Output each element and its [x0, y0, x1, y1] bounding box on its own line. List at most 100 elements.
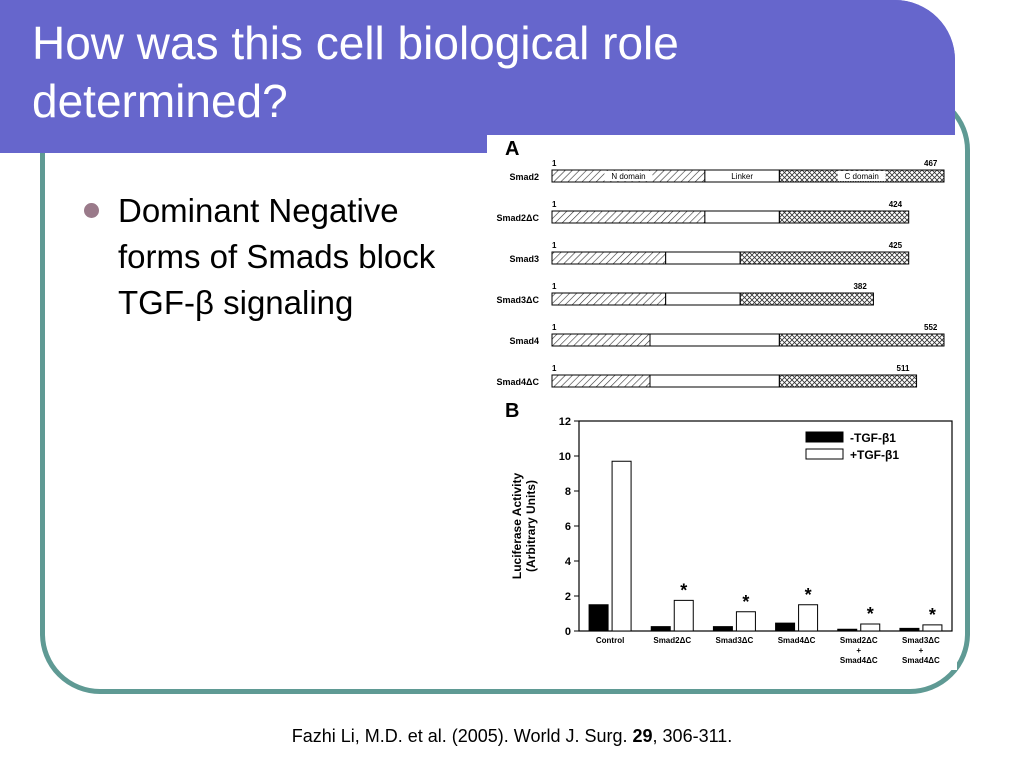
- bar-plus-tgf: [860, 623, 881, 632]
- bullet-dot-icon: [84, 203, 99, 218]
- bar-group: * Smad3ΔC: [712, 592, 756, 645]
- n-domain-segment: [551, 210, 706, 224]
- legend-swatch: [805, 448, 844, 460]
- y-tick-label: 6: [565, 521, 571, 533]
- panel-b: B 0 2 4 6 8 10 12 Luciferase Activity (Arbitrary …: [505, 400, 953, 665]
- linker-segment: [649, 374, 780, 388]
- c-domain-label-bg: [837, 171, 886, 181]
- x-category-label: Smad3ΔC: [716, 636, 754, 645]
- construct-start: 1: [552, 159, 557, 168]
- construct-length: 511: [897, 364, 910, 373]
- n-domain-segment: [551, 251, 667, 265]
- c-domain-segment: [778, 210, 910, 224]
- construct-name: Smad2: [509, 172, 539, 182]
- y-axis-label: Luciferase Activity (Arbitrary Units): [510, 473, 538, 580]
- bar-plus-tgf: [735, 611, 756, 632]
- x-category-label: Smad2ΔC: [653, 636, 691, 645]
- bar-group: * Smad2ΔC+Smad4ΔC: [837, 604, 881, 665]
- bar-plus-tgf: [922, 624, 943, 632]
- y-tick-label: 10: [559, 451, 571, 463]
- c-domain-segment: [739, 292, 874, 306]
- bar-group: * Smad2ΔC: [650, 580, 694, 645]
- construct-length: 425: [889, 241, 903, 250]
- construct-length: 424: [889, 200, 903, 209]
- x-category-label: Smad4ΔC: [840, 656, 878, 665]
- bar-plus-tgf: [798, 604, 819, 632]
- linker-label: Linker: [731, 172, 753, 181]
- significance-asterisk: *: [805, 585, 812, 605]
- linker-segment: [704, 210, 780, 224]
- construct-name: Smad3: [509, 254, 539, 264]
- legend-label: -TGF-β1: [850, 431, 896, 445]
- y-tick-label: 0: [565, 626, 571, 638]
- bar-group: Control: [588, 460, 632, 645]
- c-domain-label: C domain: [845, 172, 879, 181]
- y-axis-label-line2: (Arbitrary Units): [524, 480, 538, 572]
- citation: Fazhi Li, M.D. et al. (2005). World J. S…: [0, 726, 1024, 747]
- slide-title-line2: determined?: [32, 75, 288, 127]
- significance-asterisk: *: [867, 604, 874, 624]
- construct-length: 382: [853, 282, 867, 291]
- x-category-label: Smad4ΔC: [778, 636, 816, 645]
- construct-name: Smad3ΔC: [497, 295, 540, 305]
- citation-text: Fazhi Li, M.D. et al. (2005). World J. S…: [291, 726, 633, 746]
- legend-swatch: [805, 431, 844, 443]
- construct-start: 1: [552, 241, 557, 250]
- y-tick-label: 12: [559, 416, 571, 428]
- construct-start: 1: [552, 364, 557, 373]
- x-category-label: Smad3ΔC: [902, 636, 940, 645]
- construct-start: 1: [552, 282, 557, 291]
- citation-volume: 29: [632, 726, 653, 746]
- bar-minus-tgf: [837, 628, 858, 632]
- significance-asterisk: *: [680, 580, 687, 600]
- c-domain-segment: [778, 333, 945, 347]
- construct-start: 1: [552, 200, 557, 209]
- linker-segment: [665, 251, 741, 265]
- slide-title: How was this cell biological role determi…: [32, 14, 932, 130]
- y-tick-label: 2: [565, 591, 571, 603]
- panel-b-label: B: [505, 400, 519, 422]
- linker-segment: [665, 292, 741, 306]
- title-bar-overlay: [0, 0, 955, 135]
- bar-minus-tgf: [650, 626, 671, 632]
- c-domain-segment: [778, 374, 918, 388]
- y-tick-label: 8: [565, 486, 571, 498]
- construct-name: Smad2ΔC: [497, 213, 540, 223]
- construct-row: Smad3ΔC 1 382: [497, 282, 874, 306]
- slide-title-line1: How was this cell biological role: [32, 17, 679, 69]
- significance-asterisk: *: [742, 592, 749, 612]
- figure: A Smad2 1 467 N domain Linker C domain Smad2ΔC 1…: [487, 135, 957, 670]
- n-domain-label-bg: [604, 171, 653, 181]
- n-domain-segment: [551, 292, 667, 306]
- figure-svg: A Smad2 1 467 N domain Linker C domain Smad2ΔC 1…: [497, 138, 953, 665]
- y-tick-label: 4: [565, 556, 572, 568]
- panel-a-label: A: [505, 138, 519, 160]
- bar-minus-tgf: [588, 604, 609, 632]
- x-category-label: Smad2ΔC: [840, 636, 878, 645]
- construct-row: Smad2 1 467 N domain Linker C domain: [509, 159, 945, 183]
- construct-name: Smad4ΔC: [497, 377, 540, 387]
- title-accent-strip-overlay: [0, 135, 492, 153]
- construct-row: Smad2ΔC 1 424: [497, 200, 910, 224]
- x-category-label: +: [919, 646, 924, 655]
- bar-group: * Smad4ΔC: [775, 585, 819, 645]
- bar-minus-tgf: [712, 626, 733, 632]
- citation-pages: , 306-311.: [652, 726, 733, 746]
- construct-start: 1: [552, 323, 557, 332]
- bar-minus-tgf: [775, 622, 796, 632]
- bar-minus-tgf: [899, 627, 920, 632]
- construct-row: Smad4ΔC 1 511: [497, 364, 918, 388]
- x-category-label: Smad4ΔC: [902, 656, 940, 665]
- construct-length: 467: [924, 159, 938, 168]
- construct-row: Smad3 1 425: [509, 241, 910, 265]
- y-axis-label-line1: Luciferase Activity: [510, 473, 524, 580]
- panel-a: A Smad2 1 467 N domain Linker C domain Smad2ΔC 1…: [497, 138, 945, 388]
- bar-plus-tgf: [673, 599, 694, 632]
- construct-length: 552: [924, 323, 938, 332]
- significance-asterisk: *: [929, 605, 936, 625]
- bar-group: * Smad3ΔC+Smad4ΔC: [899, 605, 943, 665]
- linker-segment: [649, 333, 780, 347]
- bar-plus-tgf: [611, 460, 632, 632]
- n-domain-segment: [551, 333, 651, 347]
- construct-name: Smad4: [509, 336, 539, 346]
